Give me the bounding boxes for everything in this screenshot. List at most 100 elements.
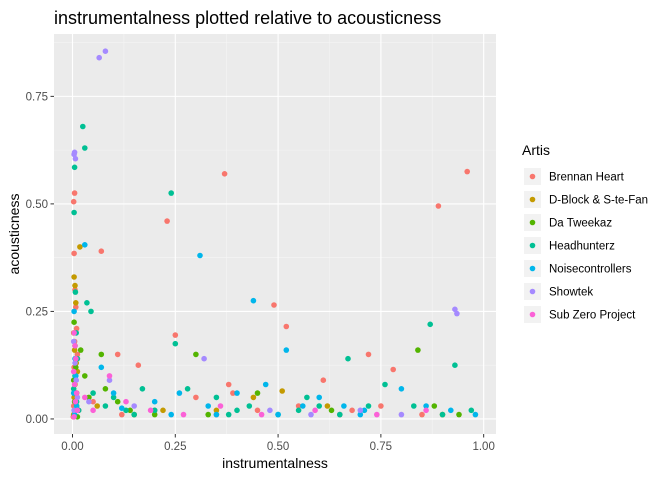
x-tick-label: 0.00 — [61, 441, 83, 453]
point-headhunterz — [365, 403, 372, 409]
point-headhunterz — [71, 209, 77, 216]
point-noisecontrollers — [98, 364, 105, 371]
minor-gridlines — [54, 34, 496, 434]
point-headhunterz — [151, 407, 158, 414]
point-noisecontrollers — [73, 373, 79, 379]
point-da-tweekaz — [193, 351, 199, 358]
point-showtek — [72, 360, 78, 366]
y-tick-label: 0.00 — [26, 414, 48, 426]
legend-swatch-da-tweekaz — [529, 219, 536, 226]
plot-panel — [54, 34, 496, 434]
y-axis-title: acousticness — [6, 194, 22, 275]
x-axis-ticks: 0.00 0.25 0.50 0.75 1.00 — [61, 434, 495, 453]
point-da-tweekaz — [71, 319, 77, 326]
point-brennan-heart — [172, 332, 179, 338]
point-da-tweekaz — [254, 390, 261, 396]
point-brennan-heart — [221, 171, 228, 177]
point-brennan-heart — [193, 394, 199, 401]
point-sub-zero-project — [123, 398, 129, 405]
point-headhunterz — [411, 403, 417, 409]
point-sub-zero-project — [72, 398, 79, 405]
point-headhunterz — [184, 386, 191, 392]
point-headhunterz — [452, 362, 458, 369]
point-da-tweekaz — [73, 364, 79, 371]
point-showtek — [86, 398, 92, 405]
point-headhunterz — [439, 411, 446, 418]
point-d-block-s-te-fan — [77, 244, 83, 250]
point-headhunterz — [71, 164, 78, 171]
legend: Artis Brennan Heart D-Block & S-te-Fan Da … — [522, 142, 648, 323]
point-showtek — [74, 394, 81, 401]
point-headhunterz — [225, 411, 232, 418]
point-showtek — [308, 411, 314, 418]
point-brennan-heart — [283, 323, 290, 330]
point-noisecontrollers — [234, 390, 240, 396]
y-axis-ticks: 0.00 0.25 0.50 0.75 — [26, 91, 54, 426]
point-sub-zero-project — [423, 407, 429, 414]
point-brennan-heart — [71, 250, 77, 257]
point-brennan-heart — [378, 403, 384, 409]
point-showtek — [201, 355, 207, 362]
point-headhunterz — [213, 394, 220, 401]
legend-swatch-noisecontrollers — [529, 265, 536, 272]
point-brennan-heart — [390, 366, 397, 373]
point-brennan-heart — [164, 218, 170, 224]
legend-swatch-headhunterz — [529, 242, 536, 249]
point-showtek — [96, 54, 102, 61]
point-noisecontrollers — [283, 347, 290, 353]
point-sub-zero-project — [74, 407, 81, 414]
point-headhunterz — [295, 407, 302, 414]
point-showtek — [357, 407, 364, 414]
point-noisecontrollers — [151, 398, 158, 405]
point-brennan-heart — [70, 198, 77, 205]
point-showtek — [102, 48, 109, 54]
point-sub-zero-project — [71, 330, 77, 336]
point-brennan-heart — [135, 362, 142, 369]
point-brennan-heart — [225, 381, 232, 388]
point-noisecontrollers — [472, 411, 479, 418]
point-brennan-heart — [435, 203, 442, 209]
point-headhunterz — [316, 403, 323, 409]
point-noisecontrollers — [73, 403, 80, 409]
point-brennan-heart — [74, 351, 81, 358]
point-headhunterz — [172, 340, 179, 347]
point-brennan-heart — [320, 377, 327, 384]
point-showtek — [131, 403, 137, 409]
point-sub-zero-project — [90, 407, 96, 414]
point-headhunterz — [90, 390, 96, 396]
point-noisecontrollers — [275, 411, 281, 418]
legend-swatch-showtek — [529, 288, 536, 295]
point-showtek — [70, 338, 77, 345]
point-noisecontrollers — [176, 390, 183, 396]
point-brennan-heart — [90, 398, 96, 405]
point-d-block-s-te-fan — [279, 388, 286, 394]
point-d-block-s-te-fan — [94, 403, 100, 409]
point-brennan-heart — [254, 407, 261, 414]
point-headhunterz — [131, 411, 137, 418]
point-showtek — [267, 407, 273, 414]
legend-label-brennan-heart: Brennan Heart — [549, 172, 625, 184]
point-noisecontrollers — [213, 411, 220, 418]
point-noisecontrollers — [71, 308, 77, 315]
legend-label-headhunterz: Headhunterz — [549, 241, 615, 253]
point-da-tweekaz — [205, 411, 211, 418]
legend-items: Brennan Heart D-Block & S-te-Fan Da Tweeka… — [524, 168, 648, 323]
legend-label-d-block-s-te-fan: D-Block & S-te-Fan — [549, 195, 648, 207]
point-noisecontrollers — [197, 252, 203, 259]
point-brennan-heart — [71, 190, 78, 196]
legend-swatch-d-block-s-te-fan — [529, 196, 536, 203]
point-da-tweekaz — [77, 347, 84, 353]
point-sub-zero-project — [180, 411, 187, 418]
x-tick-label: 0.50 — [267, 441, 289, 453]
point-headhunterz — [382, 381, 388, 388]
point-showtek — [452, 306, 458, 313]
legend-label-da-tweekaz: Da Tweekaz — [549, 218, 612, 230]
point-headhunterz — [102, 403, 109, 409]
data-points — [70, 48, 479, 420]
point-headhunterz — [123, 407, 129, 414]
point-headhunterz — [139, 386, 146, 392]
point-sub-zero-project — [312, 407, 318, 414]
point-sub-zero-project — [106, 373, 113, 379]
point-da-tweekaz — [415, 347, 421, 353]
